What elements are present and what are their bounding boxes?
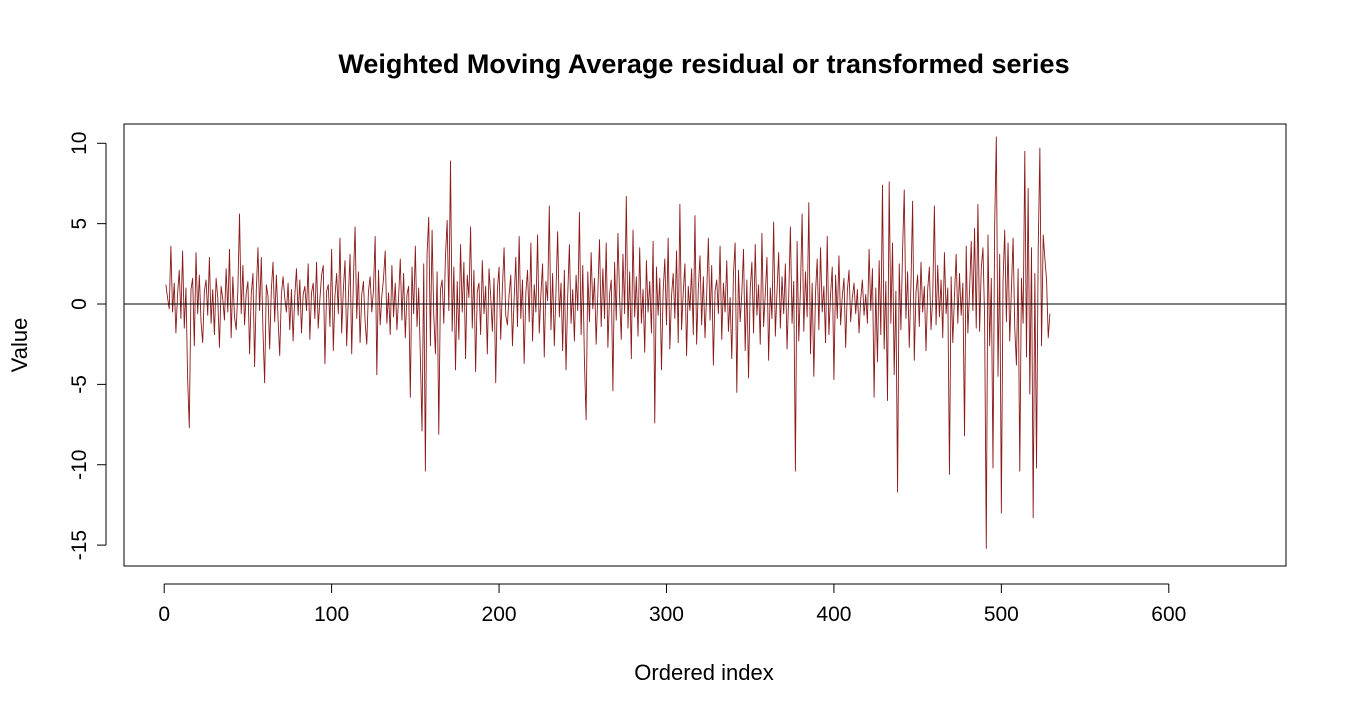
y-tick-label: 10 — [68, 132, 91, 155]
y-tick-label: -10 — [68, 450, 91, 480]
x-tick-label: 200 — [482, 603, 517, 626]
plot-frame — [123, 123, 1287, 567]
x-tick-label: 300 — [649, 603, 684, 626]
x-tick-label: 0 — [158, 603, 170, 626]
y-tick-label: 0 — [68, 298, 91, 310]
y-axis: -15 -10 -5 0 5 10 — [68, 132, 107, 560]
y-tick-label: 5 — [68, 218, 91, 230]
x-tick-label: 600 — [1151, 603, 1186, 626]
x-tick-label: 500 — [984, 603, 1019, 626]
x-axis: 0 100 200 300 400 500 600 — [158, 583, 1186, 626]
chart-title: Weighted Moving Average residual or tran… — [338, 49, 1069, 79]
plot-area — [123, 123, 1287, 567]
x-axis-label: Ordered index — [634, 660, 773, 685]
x-tick-label: 100 — [314, 603, 349, 626]
y-tick-label: -5 — [68, 375, 91, 394]
series-line-1 — [165, 136, 1051, 549]
x-tick-label: 400 — [816, 603, 851, 626]
y-axis-label: Value — [7, 318, 32, 373]
y-tick-label: -15 — [68, 530, 91, 560]
